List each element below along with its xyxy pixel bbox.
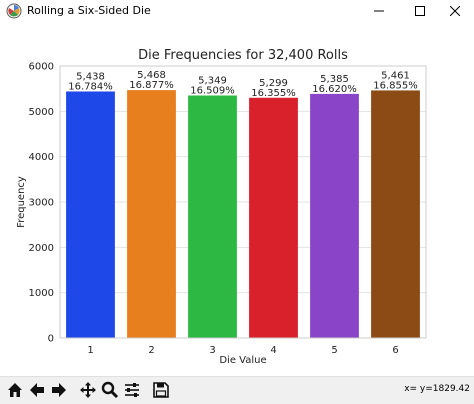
y-tick-label: 2000 bbox=[29, 243, 54, 254]
x-ticks: 1 2 3 4 5 6 bbox=[87, 345, 398, 356]
maximize-icon bbox=[415, 6, 425, 16]
x-tick-label: 1 bbox=[87, 345, 93, 356]
pan-icon bbox=[80, 382, 96, 398]
back-button[interactable] bbox=[26, 379, 48, 401]
bar-percent-label: 16.620% bbox=[312, 84, 357, 95]
bar-4 bbox=[249, 97, 298, 339]
save-icon bbox=[153, 382, 169, 398]
x-tick-label: 5 bbox=[331, 345, 337, 356]
x-tick-label: 3 bbox=[209, 345, 215, 356]
y-tick-label: 5000 bbox=[29, 107, 54, 118]
bar-percent-label: 16.855% bbox=[373, 80, 418, 91]
bar-value-label: 5,468 bbox=[137, 70, 166, 81]
plot-frame bbox=[59, 65, 427, 339]
y-tick-label: 3000 bbox=[29, 198, 54, 209]
configure-subplots-button[interactable] bbox=[121, 379, 143, 401]
bar-6 bbox=[371, 90, 420, 339]
forward-button[interactable] bbox=[48, 379, 70, 401]
x-axis-label: Die Value bbox=[219, 355, 266, 366]
y-tick-label: 6000 bbox=[29, 62, 54, 73]
y-tick-label: 4000 bbox=[29, 152, 54, 163]
bar-5 bbox=[310, 93, 359, 338]
close-button[interactable] bbox=[436, 0, 474, 22]
x-tick-label: 6 bbox=[392, 345, 398, 356]
window-title: Rolling a Six-Sided Die bbox=[27, 4, 151, 17]
bar-value-label: 5,438 bbox=[76, 71, 105, 82]
home-button[interactable] bbox=[4, 379, 26, 401]
bar-percent-label: 16.784% bbox=[68, 81, 113, 92]
x-tick-label: 4 bbox=[270, 345, 276, 356]
toolbar: x= y=1829.42 bbox=[0, 376, 474, 404]
home-icon bbox=[8, 383, 22, 397]
bar-2 bbox=[127, 90, 176, 338]
bar-value-label: 5,461 bbox=[381, 70, 410, 81]
title-bar: Rolling a Six-Sided Die bbox=[0, 0, 474, 22]
bar-value-label: 5,349 bbox=[198, 76, 227, 87]
y-axis-label: Frequency bbox=[16, 176, 27, 228]
zoom-button[interactable] bbox=[99, 379, 121, 401]
y-ticks: 0 1000 2000 3000 4000 5000 6000 bbox=[29, 62, 54, 345]
minimize-button[interactable] bbox=[360, 0, 398, 22]
bar-percent-label: 16.877% bbox=[129, 80, 174, 91]
zoom-icon bbox=[101, 381, 119, 399]
save-button[interactable] bbox=[150, 379, 172, 401]
close-icon bbox=[450, 6, 460, 16]
bar-value-label: 5,299 bbox=[259, 78, 288, 89]
bar-value-label: 5,385 bbox=[320, 74, 349, 85]
minimize-icon bbox=[374, 10, 384, 12]
bar-percent-label: 16.509% bbox=[190, 86, 235, 97]
bars bbox=[66, 90, 420, 339]
matplotlib-icon bbox=[6, 3, 22, 19]
bar-percent-label: 16.355% bbox=[251, 88, 296, 99]
back-arrow-icon bbox=[30, 383, 44, 397]
y-tick-label: 0 bbox=[48, 334, 54, 345]
bar-3 bbox=[188, 95, 237, 339]
chart-title: Die Frequencies for 32,400 Rolls bbox=[138, 48, 348, 63]
bar-1 bbox=[66, 91, 115, 339]
forward-arrow-icon bbox=[52, 383, 66, 397]
x-tick-label: 2 bbox=[148, 345, 154, 356]
pan-button[interactable] bbox=[77, 379, 99, 401]
configure-subplots-icon bbox=[125, 383, 139, 397]
coordinate-readout: x= y=1829.42 bbox=[404, 384, 470, 394]
maximize-button[interactable] bbox=[401, 0, 439, 22]
y-tick-label: 1000 bbox=[29, 288, 54, 299]
